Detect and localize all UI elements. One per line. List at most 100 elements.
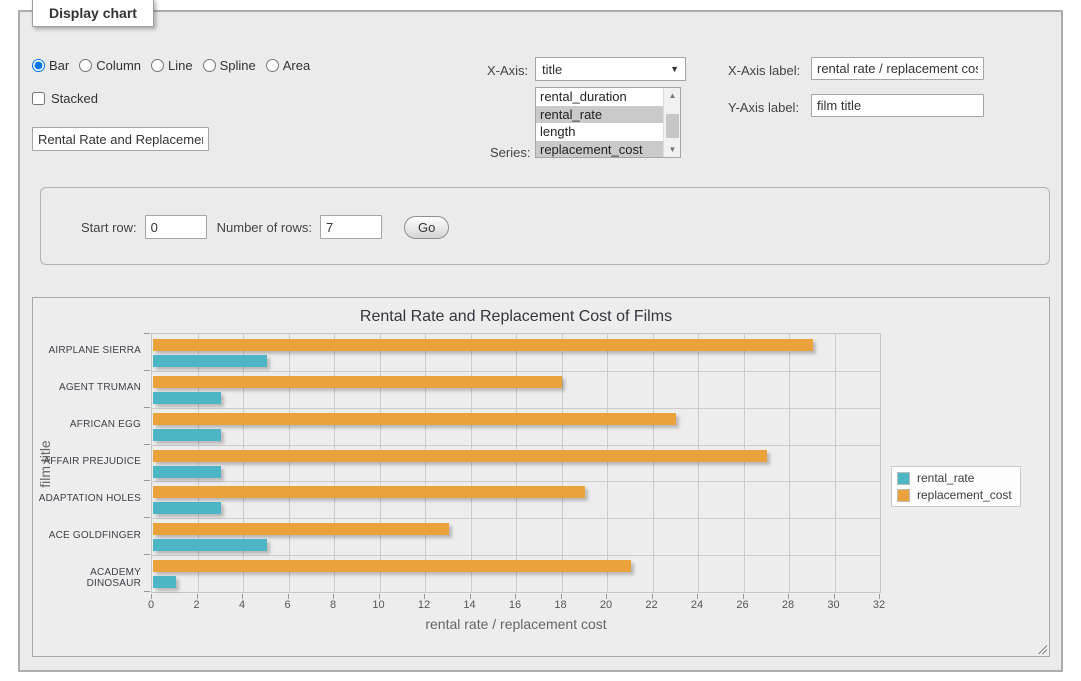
y-axis-label-input[interactable] [811,94,984,117]
scrollbar-down-icon[interactable]: ▼ [668,145,677,154]
y-tick-mark [144,480,150,482]
bar-rental_rate [153,502,222,515]
x-axis-select[interactable]: title ▼ [535,57,686,81]
series-option-replacement_cost[interactable]: replacement_cost [536,140,663,157]
chart-type-option-line: Line [151,58,193,73]
x-tick-mark [515,594,516,599]
x-tick-mark [469,594,471,599]
bar-rental_rate [153,465,222,478]
category-label: AFRICAN EGG [69,419,141,431]
bar-replacement_cost [153,486,586,499]
x-tick-label: 0 [147,599,155,611]
x-tick-mark [378,594,380,599]
gridline-vertical [425,334,426,592]
x-tick-mark [151,594,152,599]
start-row-label: Start row: [81,219,137,235]
gridline-horizontal [152,481,880,483]
stacked-row: Stacked [32,91,98,106]
radio-label-bar: Bar [49,58,70,73]
x-tick-label: 22 [645,599,658,611]
bar-rental_rate [153,355,267,367]
x-tick-mark [242,594,243,599]
chart-type-radio-group: Bar Column Line Spline Area [32,58,316,73]
gridline-vertical [288,334,290,592]
x-tick-mark [742,594,744,599]
x-tick-mark [287,594,289,599]
gridline-vertical [834,334,836,592]
num-rows-label: Number of rows: [216,219,312,235]
display-chart-fieldset: Display chart Bar Column Line Spline Area St… [18,0,1063,672]
x-tick-label: 14 [463,599,476,611]
category-label: ACE GOLDFINGER [48,529,141,541]
start-row-input[interactable] [144,215,207,239]
y-tick-mark [144,406,150,408]
series-option-length[interactable]: length [540,124,576,139]
select-dropdown-arrow-icon: ▼ [670,64,679,74]
rows-panel-controls: Start row: Number of rows: Go [81,215,450,239]
chart-type-option-area: Area [265,58,310,73]
x-tick-mark [788,594,789,599]
x-tick-label: 2 [193,599,200,611]
resize-handle-icon[interactable] [1036,643,1047,654]
scrollbar-up-icon[interactable]: ▲ [668,91,677,100]
x-tick-label: 30 [827,599,840,611]
x-tick-mark [879,594,880,599]
chart-title: Rental Rate and Replacement Cost of Film… [359,308,673,325]
gridline-horizontal [152,555,880,557]
stacked-checkbox[interactable] [32,92,45,105]
num-rows-input[interactable] [320,215,382,239]
x-tick-label: 18 [554,599,567,611]
x-axis-selected-value: title [542,61,563,77]
x-tick-mark [424,594,425,599]
scrollbar-thumb[interactable] [666,114,679,138]
go-button[interactable]: Go [404,215,450,239]
bar-replacement_cost [153,375,563,388]
bar-replacement_cost [153,339,813,351]
radio-area[interactable] [265,59,279,72]
gridline-vertical [607,334,608,592]
legend-swatch-replacement_cost [897,488,910,502]
x-tick-mark [651,594,653,599]
chart-x-axis-title: rental rate / replacement cost [425,616,607,632]
bar-replacement_cost [153,560,631,573]
category-label: AFFAIR PREJUDICE [43,456,141,467]
series-option-rental_rate[interactable]: rental_rate [536,105,663,123]
gridline-vertical [561,334,563,592]
x-tick-mark [697,594,698,599]
gridline-horizontal [152,370,880,372]
y-tick-mark [144,443,150,445]
gridline-vertical [516,334,517,592]
x-tick-mark [833,594,835,599]
x-axis-label-input[interactable] [811,57,984,80]
chart-title-input[interactable] [32,127,209,151]
gridline-vertical [743,334,745,592]
bar-replacement_cost [153,412,677,425]
gridline-horizontal [152,518,880,520]
chart-type-option-column: Column [79,58,141,73]
x-tick-label: 20 [599,599,613,611]
bar-rental_rate [153,428,222,441]
radio-spline[interactable] [202,59,216,72]
radio-bar[interactable] [32,59,45,72]
series-option-rental_duration[interactable]: rental_duration [540,89,627,104]
series-scrollbar[interactable]: ▲ ▼ [663,88,680,157]
radio-line[interactable] [151,59,165,72]
fieldset-legend: Display chart [32,0,154,27]
x-tick-label: 16 [508,599,522,611]
radio-column[interactable] [79,59,93,72]
chart-type-option-bar: Bar [32,58,69,73]
x-tick-label: 8 [329,599,337,611]
x-tick-mark [333,594,334,599]
gridline-vertical [789,334,790,592]
y-tick-mark [144,517,150,519]
bar-rental_rate [153,391,222,404]
gridline-vertical [243,334,244,592]
gridline-horizontal [152,407,880,409]
category-label: ACADEMY DINOSAUR [86,566,141,589]
chart-type-option-spline: Spline [202,58,256,73]
chart-panel: Rental Rate and Replacement Cost of Film… [32,297,1050,657]
bar-rental_rate [153,539,267,552]
gridline-vertical [698,334,699,592]
series-multiselect[interactable]: rental_duration rental_rate length replacem… [535,87,681,158]
y-tick-mark [144,554,150,556]
